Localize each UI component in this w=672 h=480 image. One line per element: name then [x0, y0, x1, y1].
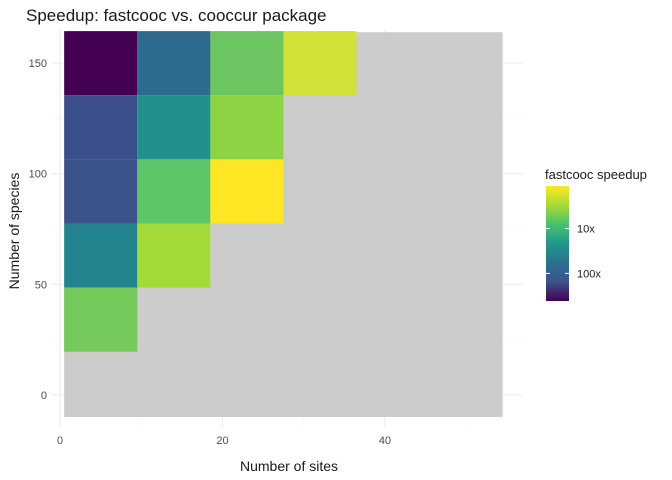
y-axis-ticks: 0 50 100 150	[29, 58, 47, 402]
heatmap-cell	[64, 223, 138, 288]
heatmap-cells	[64, 31, 357, 352]
y-tick-label: 0	[41, 390, 47, 402]
y-tick-label: 150	[29, 58, 47, 70]
legend-ticks: 10x 100x	[546, 224, 601, 280]
heatmap-cell	[210, 31, 284, 96]
legend-label: 10x	[577, 224, 595, 236]
heatmap-cell	[137, 159, 211, 224]
heatmap-cell	[64, 95, 138, 160]
chart-title: Speedup: fastcooc vs. cooccur package	[26, 6, 327, 25]
x-tick-label: 40	[379, 435, 391, 447]
heatmap-cell	[283, 31, 357, 96]
y-axis-title: Number of species	[6, 173, 22, 290]
legend-title: fastcooc speedup	[545, 167, 647, 182]
legend-color-bar	[546, 186, 569, 301]
x-axis-title: Number of sites	[240, 458, 338, 474]
heatmap-cell	[137, 31, 211, 96]
heatmap-cell	[64, 159, 138, 224]
color-legend: fastcooc speedup 10x 100x	[545, 167, 647, 301]
y-tick-label: 100	[29, 169, 47, 181]
x-tick-label: 0	[57, 435, 63, 447]
heatmap-cell	[64, 31, 138, 96]
x-axis-ticks: 0 20 40	[57, 435, 391, 447]
legend-label: 100x	[577, 268, 601, 280]
heatmap-cell	[137, 95, 211, 160]
heatmap-cell	[137, 223, 211, 288]
y-tick-label: 50	[35, 279, 47, 291]
heatmap-cell	[64, 287, 138, 352]
plot-panel	[52, 30, 523, 428]
heatmap-cell	[210, 95, 284, 160]
x-tick-label: 20	[216, 435, 228, 447]
heatmap-cell	[210, 159, 284, 224]
